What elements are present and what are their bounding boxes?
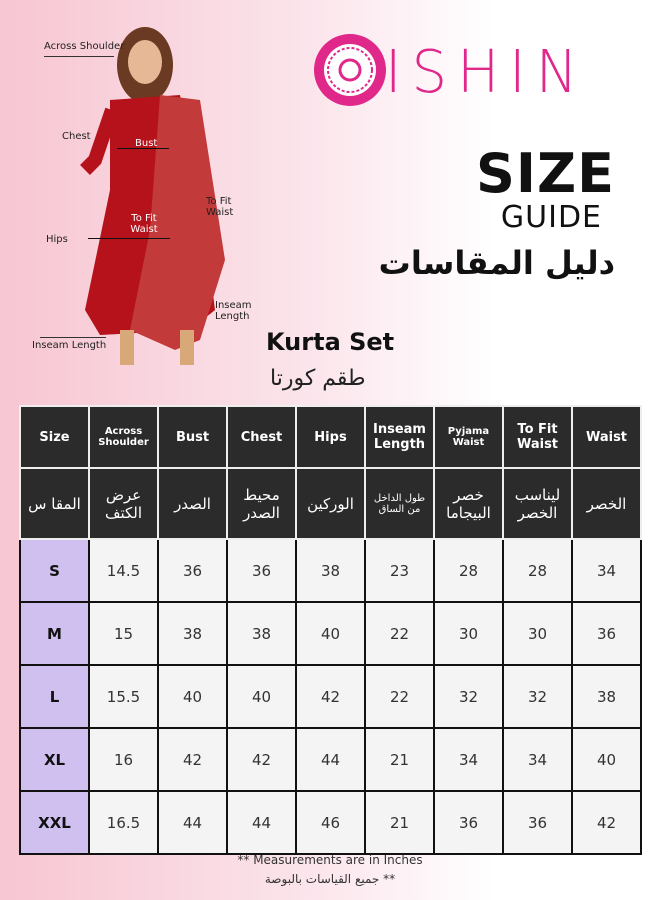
- measurement-cell: 34: [433, 727, 504, 792]
- measurement-cell: 22: [364, 664, 435, 729]
- column-header: Pyjama Waist: [433, 405, 504, 469]
- measurement-cell: 14.5: [88, 538, 159, 603]
- label-to-fit-waist-right: To Fit Waist: [206, 196, 234, 218]
- measurement-cell: 38: [571, 664, 642, 729]
- column-header-arabic: محيط الصدر: [226, 467, 297, 540]
- measurement-cell: 42: [571, 790, 642, 855]
- table-row: L 15.5 40 40 42 22 32 32 38: [19, 664, 642, 729]
- measurement-cell: 36: [433, 790, 504, 855]
- label-chest: Chest: [62, 131, 91, 142]
- column-header-arabic: المقا س: [19, 467, 90, 540]
- label-across-shoulder: Across Shoulder: [44, 41, 125, 52]
- measurement-cell: 42: [295, 664, 366, 729]
- measurement-cell: 28: [502, 538, 573, 603]
- measurement-cell: 16: [88, 727, 159, 792]
- header-row: Size Across Shoulder Bust Chest Hips Inseam L…: [19, 405, 642, 469]
- measurement-cell: 38: [157, 601, 228, 666]
- measurement-cell: 36: [226, 538, 297, 603]
- measurement-cell: 16.5: [88, 790, 159, 855]
- measurement-cell: 36: [157, 538, 228, 603]
- table-row: M 15 38 38 40 22 30 30 36: [19, 601, 642, 666]
- hips-arrow: [88, 238, 170, 239]
- column-header-arabic: الوركين: [295, 467, 366, 540]
- label-hips: Hips: [46, 234, 68, 245]
- bust-arrow: [117, 148, 169, 149]
- model-photo: [80, 27, 225, 365]
- column-header: To Fit Waist: [502, 405, 573, 469]
- column-header: Size: [19, 405, 90, 469]
- size-cell: XXL: [19, 790, 90, 855]
- measurement-cell: 38: [226, 601, 297, 666]
- measurement-cell: 42: [226, 727, 297, 792]
- measurement-cell: 36: [502, 790, 573, 855]
- column-header: Hips: [295, 405, 366, 469]
- label-inseam-right: Inseam Length: [215, 300, 252, 322]
- measurement-cell: 15.5: [88, 664, 159, 729]
- product-name: Kurta Set: [266, 328, 395, 356]
- label-inseam-bottom: Inseam Length: [32, 340, 107, 351]
- measurement-cell: 30: [433, 601, 504, 666]
- table-row: XXL 16.5 44 44 46 21 36 36 42: [19, 790, 642, 855]
- column-header-arabic: خصر البيجاما: [433, 467, 504, 540]
- measurement-cell: 42: [157, 727, 228, 792]
- table-row: XL 16 42 42 44 21 34 34 40: [19, 727, 642, 792]
- label-to-fit-waist-center: To Fit Waist: [130, 213, 158, 235]
- title-arabic: دليل المقاسات: [378, 244, 615, 282]
- measurement-cell: 32: [502, 664, 573, 729]
- column-header-arabic: الصدر: [157, 467, 228, 540]
- measurement-cell: 32: [433, 664, 504, 729]
- measurement-cell: 34: [571, 538, 642, 603]
- measurement-cell: 44: [295, 727, 366, 792]
- product-name-arabic: طقم كورتا: [270, 366, 366, 391]
- measurement-cell: 23: [364, 538, 435, 603]
- size-cell: M: [19, 601, 90, 666]
- measurement-cell: 21: [364, 790, 435, 855]
- measurement-cell: 40: [157, 664, 228, 729]
- footer-note: ** Measurements are in Inches: [237, 853, 423, 867]
- measurement-cell: 36: [571, 601, 642, 666]
- inseam-arrow: [40, 337, 106, 338]
- across-shoulder-arrow: [44, 56, 114, 57]
- label-bust: Bust: [135, 138, 158, 149]
- arabic-header-row: المقا س عرض الكتف الصدر محيط الصدر الوركين طو…: [19, 467, 642, 540]
- title-size: SIZE: [475, 142, 615, 205]
- measurement-cell: 40: [295, 601, 366, 666]
- measurement-cell: 34: [502, 727, 573, 792]
- measurement-cell: 21: [364, 727, 435, 792]
- measurement-cell: 28: [433, 538, 504, 603]
- column-header-arabic: طول الداخل من الساق: [364, 467, 435, 540]
- measurement-cell: 44: [157, 790, 228, 855]
- column-header: Chest: [226, 405, 297, 469]
- column-header: Across Shoulder: [88, 405, 159, 469]
- column-header: Waist: [571, 405, 642, 469]
- column-header-arabic: عرض الكتف: [88, 467, 159, 540]
- size-cell: S: [19, 538, 90, 603]
- measurement-cell: 40: [226, 664, 297, 729]
- column-header: Bust: [157, 405, 228, 469]
- column-header-arabic: الخصر: [571, 467, 642, 540]
- measurement-cell: 46: [295, 790, 366, 855]
- size-cell: L: [19, 664, 90, 729]
- measurement-cell: 22: [364, 601, 435, 666]
- title-guide: GUIDE: [500, 200, 602, 235]
- brand-name: ISHIN: [385, 38, 588, 107]
- column-header: Inseam Length: [364, 405, 435, 469]
- table-row: S 14.5 36 36 38 23 28 28 34: [19, 538, 642, 603]
- measurement-cell: 40: [571, 727, 642, 792]
- size-table: Size Across Shoulder Bust Chest Hips Inseam L…: [19, 405, 642, 855]
- measurement-cell: 38: [295, 538, 366, 603]
- measurement-cell: 44: [226, 790, 297, 855]
- column-header-arabic: ليناسب الخصر: [502, 467, 573, 540]
- measurement-cell: 15: [88, 601, 159, 666]
- footer-note-arabic: ** جميع القياسات بالبوصة: [264, 872, 396, 886]
- size-cell: XL: [19, 727, 90, 792]
- brand-logo-icon: [314, 34, 386, 106]
- measurement-cell: 30: [502, 601, 573, 666]
